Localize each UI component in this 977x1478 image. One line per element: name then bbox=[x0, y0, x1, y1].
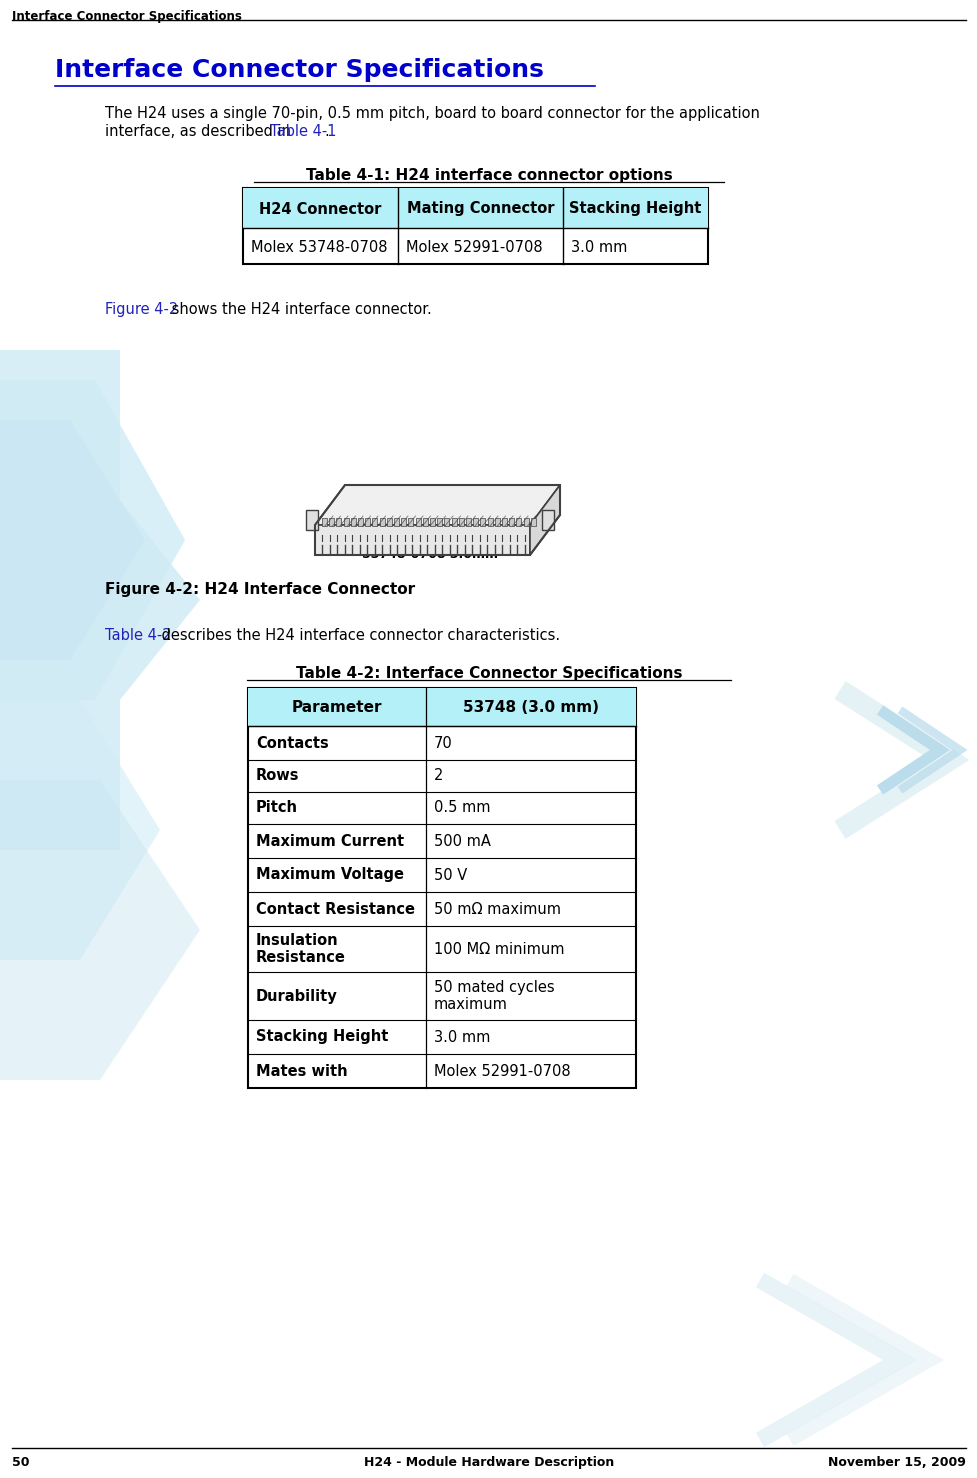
Text: Rows: Rows bbox=[256, 769, 299, 783]
Text: 500 mA: 500 mA bbox=[434, 834, 490, 848]
Bar bbox=[523, 517, 528, 526]
Text: H24 Connector: H24 Connector bbox=[259, 201, 381, 216]
Text: Mating Connector: Mating Connector bbox=[406, 201, 554, 216]
Text: 70: 70 bbox=[434, 736, 452, 751]
Bar bbox=[387, 517, 392, 526]
Polygon shape bbox=[530, 485, 560, 556]
Text: Table 4-2: Table 4-2 bbox=[105, 628, 171, 643]
Text: Molex 53748-0708: Molex 53748-0708 bbox=[251, 239, 387, 254]
Bar bbox=[379, 517, 384, 526]
Bar bbox=[451, 517, 456, 526]
Bar bbox=[351, 517, 356, 526]
Text: Mates with: Mates with bbox=[256, 1064, 347, 1079]
Text: Stacking Height: Stacking Height bbox=[256, 1030, 388, 1045]
Text: Insulation
Resistance: Insulation Resistance bbox=[256, 933, 346, 965]
Bar bbox=[422, 517, 427, 526]
Text: shows the H24 interface connector.: shows the H24 interface connector. bbox=[167, 302, 431, 316]
Text: Interface Connector Specifications: Interface Connector Specifications bbox=[12, 10, 241, 24]
Bar bbox=[329, 517, 334, 526]
Text: Durability: Durability bbox=[256, 989, 337, 1004]
Bar bbox=[248, 687, 635, 1088]
Text: 50 mated cycles
maximum: 50 mated cycles maximum bbox=[434, 980, 554, 1012]
Bar bbox=[306, 510, 318, 531]
Bar bbox=[494, 517, 499, 526]
Bar bbox=[242, 188, 707, 228]
Polygon shape bbox=[0, 350, 199, 850]
Text: .: . bbox=[324, 124, 329, 139]
Text: H24 - Module Hardware Description: H24 - Module Hardware Description bbox=[363, 1456, 614, 1469]
Bar bbox=[321, 517, 326, 526]
Text: Interface Connector Specifications: Interface Connector Specifications bbox=[55, 58, 543, 81]
Text: Maximum Current: Maximum Current bbox=[256, 834, 404, 848]
Polygon shape bbox=[0, 420, 145, 661]
Polygon shape bbox=[0, 780, 199, 1080]
Text: The H24 uses a single 70-pin, 0.5 mm pitch, board to board connector for the app: The H24 uses a single 70-pin, 0.5 mm pit… bbox=[105, 106, 759, 121]
Text: 3.0 mm: 3.0 mm bbox=[571, 239, 626, 254]
Text: November 15, 2009: November 15, 2009 bbox=[828, 1456, 965, 1469]
Bar bbox=[415, 517, 420, 526]
Text: Figure 4-2: H24 Interface Connector: Figure 4-2: H24 Interface Connector bbox=[105, 582, 414, 597]
Bar bbox=[336, 517, 341, 526]
Bar bbox=[437, 517, 442, 526]
Text: Table 4-1: Table 4-1 bbox=[270, 124, 336, 139]
Bar bbox=[372, 517, 377, 526]
Bar bbox=[358, 517, 362, 526]
Bar bbox=[509, 517, 514, 526]
Bar bbox=[242, 188, 707, 265]
Bar bbox=[541, 510, 553, 531]
Polygon shape bbox=[0, 380, 185, 701]
Bar bbox=[343, 517, 348, 526]
Bar bbox=[430, 517, 435, 526]
Polygon shape bbox=[315, 485, 560, 525]
Bar bbox=[364, 517, 370, 526]
Text: interface, as described in: interface, as described in bbox=[105, 124, 295, 139]
Bar bbox=[458, 517, 463, 526]
Text: 53748-0708 3.0mm: 53748-0708 3.0mm bbox=[361, 548, 497, 562]
Text: Stacking Height: Stacking Height bbox=[569, 201, 701, 216]
Text: Table 4-1: H24 interface connector options: Table 4-1: H24 interface connector optio… bbox=[306, 168, 672, 183]
Text: 50: 50 bbox=[12, 1456, 29, 1469]
Bar bbox=[516, 517, 521, 526]
Bar bbox=[531, 517, 535, 526]
Text: 50 V: 50 V bbox=[434, 868, 467, 882]
Bar bbox=[501, 517, 506, 526]
Bar bbox=[465, 517, 471, 526]
Text: 3.0 mm: 3.0 mm bbox=[434, 1030, 489, 1045]
Bar bbox=[488, 517, 492, 526]
Text: Contacts: Contacts bbox=[256, 736, 328, 751]
Text: Molex 52991-0708: Molex 52991-0708 bbox=[405, 239, 542, 254]
Bar bbox=[444, 517, 449, 526]
Text: 53748 (3.0 mm): 53748 (3.0 mm) bbox=[462, 701, 598, 715]
Text: Table 4-2: Interface Connector Specifications: Table 4-2: Interface Connector Specifica… bbox=[295, 667, 682, 681]
Text: 100 MΩ minimum: 100 MΩ minimum bbox=[434, 941, 564, 956]
Text: Figure 4-2: Figure 4-2 bbox=[105, 302, 178, 316]
Bar bbox=[473, 517, 478, 526]
Text: Pitch: Pitch bbox=[256, 801, 298, 816]
Text: 2: 2 bbox=[434, 769, 443, 783]
Bar bbox=[408, 517, 413, 526]
Bar bbox=[394, 517, 399, 526]
Polygon shape bbox=[0, 701, 160, 961]
Text: Maximum Voltage: Maximum Voltage bbox=[256, 868, 404, 882]
Polygon shape bbox=[315, 525, 530, 556]
Bar bbox=[248, 687, 635, 726]
Text: 0.5 mm: 0.5 mm bbox=[434, 801, 490, 816]
Bar bbox=[401, 517, 405, 526]
Text: Molex 52991-0708: Molex 52991-0708 bbox=[434, 1064, 570, 1079]
Bar bbox=[480, 517, 485, 526]
Text: Contact Resistance: Contact Resistance bbox=[256, 902, 414, 916]
Text: describes the H24 interface connector characteristics.: describes the H24 interface connector ch… bbox=[157, 628, 560, 643]
Text: Parameter: Parameter bbox=[291, 701, 382, 715]
Text: 50 mΩ maximum: 50 mΩ maximum bbox=[434, 902, 561, 916]
